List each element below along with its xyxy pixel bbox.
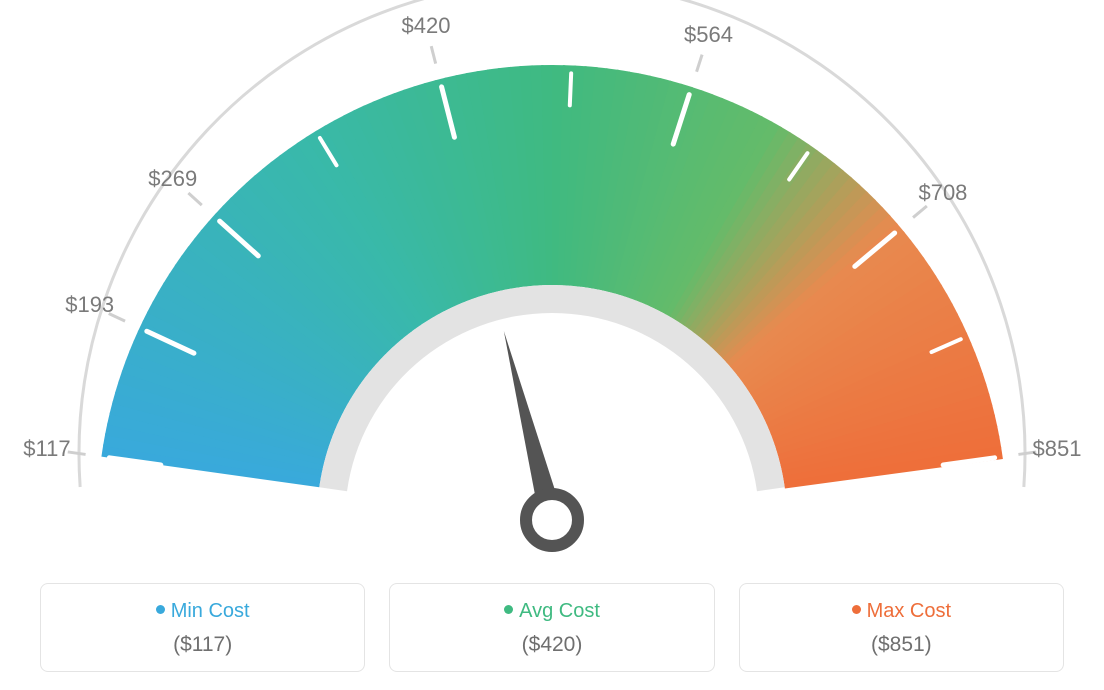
legend-title-min: Min Cost xyxy=(51,600,354,623)
gauge-tick-label: $420 xyxy=(402,13,451,39)
legend-title-text: Min Cost xyxy=(171,600,250,622)
gauge-chart: $117 $193 $269 $420 $564 $708 $851 xyxy=(0,0,1104,560)
dot-icon xyxy=(504,605,513,614)
legend-title-text: Max Cost xyxy=(867,600,951,622)
legend-title-avg: Avg Cost xyxy=(400,600,703,623)
legend-value-max: ($851) xyxy=(750,633,1053,657)
legend-card-avg: Avg Cost ($420) xyxy=(389,583,714,672)
dot-icon xyxy=(156,605,165,614)
gauge-tick-label: $708 xyxy=(918,180,967,206)
legend-title-max: Max Cost xyxy=(750,600,1053,623)
legend-card-max: Max Cost ($851) xyxy=(739,583,1064,672)
gauge-tick-label: $269 xyxy=(148,166,197,192)
legend-row: Min Cost ($117) Avg Cost ($420) Max Cost… xyxy=(40,583,1064,672)
dot-icon xyxy=(852,605,861,614)
gauge-tick-label: $851 xyxy=(1033,436,1082,462)
gauge-tick-label: $564 xyxy=(684,22,733,48)
legend-value-min: ($117) xyxy=(51,633,354,657)
gauge-tick-label: $193 xyxy=(65,292,114,318)
cost-gauge-container: $117 $193 $269 $420 $564 $708 $851 Min Cost ($… xyxy=(0,0,1104,690)
legend-title-text: Avg Cost xyxy=(519,600,600,622)
legend-value-avg: ($420) xyxy=(400,633,703,657)
gauge-tick-label: $117 xyxy=(23,436,70,462)
legend-card-min: Min Cost ($117) xyxy=(40,583,365,672)
